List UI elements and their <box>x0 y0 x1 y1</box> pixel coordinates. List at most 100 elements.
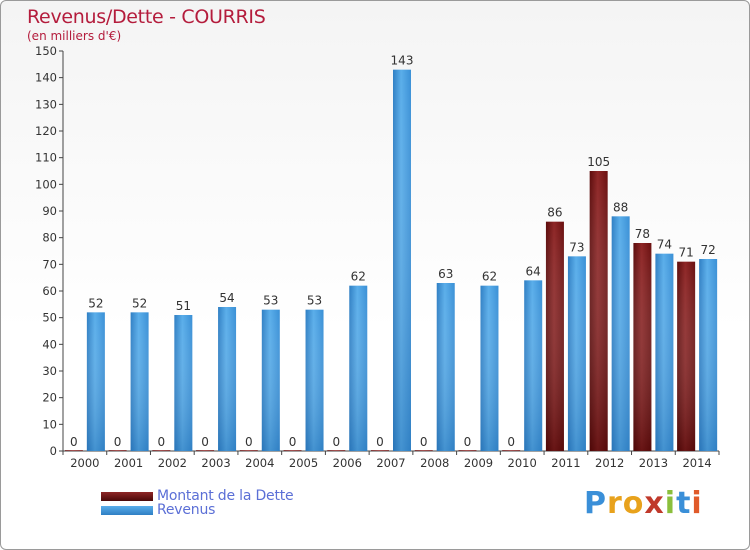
x-tick-label: 2003 <box>201 456 230 470</box>
legend-label-dette: Montant de la Dette <box>157 488 294 504</box>
bar-revenus-shade-2011 <box>567 256 586 451</box>
logo-letter: o <box>622 486 645 521</box>
bar-revenus-shade-2009 <box>480 285 499 451</box>
chart-title: Revenus/Dette - COURRIS <box>27 6 266 28</box>
bar-revenus-shade-2004 <box>261 309 280 451</box>
y-tick-label: 110 <box>35 151 57 165</box>
bar-revenus-shade-2001 <box>130 312 149 451</box>
data-labels: 0 52 0 52 0 51 0 54 0 53 0 53 0 62 0 143 0 63 0 62 0 64 86 73 10… <box>70 54 716 449</box>
bar-revenus-shade-2007 <box>393 69 411 452</box>
bar-dette-2008 <box>414 450 433 451</box>
bar-dette-shade-2014 <box>677 261 696 451</box>
data-label-revenus-2008: 63 <box>438 267 453 281</box>
bar-dette-2000 <box>64 450 83 451</box>
data-label-revenus-2002: 51 <box>176 299 191 313</box>
x-tick-label: 2000 <box>70 456 99 470</box>
data-label-revenus-2006: 62 <box>351 270 366 284</box>
bar-revenus-shade-2002 <box>174 315 193 451</box>
bar-revenus-shade-2005 <box>305 309 324 451</box>
logo-letter: t <box>676 486 692 521</box>
bar-revenus-shade-2003 <box>218 307 237 451</box>
data-label-dette-2001: 0 <box>114 435 122 449</box>
y-tick-label: 90 <box>42 204 57 218</box>
bar-dette-2007 <box>371 450 389 451</box>
y-tick-label: 30 <box>42 364 57 378</box>
y-tick-label: 0 <box>50 444 57 458</box>
data-label-dette-2010: 0 <box>507 435 515 449</box>
legend-item-dette: Montant de la Dette <box>101 488 294 504</box>
bar-revenus-shade-2008 <box>436 283 455 451</box>
logo-letter: r <box>607 486 623 521</box>
logo-letter: P <box>584 486 607 521</box>
data-label-dette-2004: 0 <box>245 435 253 449</box>
chart-subtitle: (en milliers d'€) <box>27 29 122 43</box>
bars <box>64 69 718 452</box>
legend-swatch-dette <box>101 491 153 501</box>
bar-dette-2002 <box>152 450 171 451</box>
x-tick-label: 2012 <box>595 456 624 470</box>
data-label-dette-2009: 0 <box>464 435 472 449</box>
x-tick-label: 2004 <box>245 456 274 470</box>
x-tick-label: 2014 <box>682 456 711 470</box>
y-tick-label: 80 <box>42 231 57 245</box>
data-label-dette-2006: 0 <box>332 435 340 449</box>
x-tick-label: 2010 <box>508 456 537 470</box>
data-label-dette-2008: 0 <box>420 435 428 449</box>
y-tick-label: 40 <box>42 337 57 351</box>
bar-dette-2006 <box>327 450 346 451</box>
legend-label-revenus: Revenus <box>157 502 216 518</box>
data-label-dette-2012: 105 <box>587 155 610 169</box>
data-label-revenus-2005: 53 <box>307 294 322 308</box>
bar-dette-2010 <box>502 450 521 451</box>
data-label-revenus-2010: 64 <box>526 264 541 278</box>
data-label-revenus-2004: 53 <box>263 294 278 308</box>
data-label-revenus-2007: 143 <box>391 54 414 68</box>
bar-dette-2005 <box>283 450 302 451</box>
data-label-dette-2000: 0 <box>70 435 78 449</box>
data-label-dette-2014: 71 <box>678 246 693 260</box>
x-tick-label: 2007 <box>376 456 405 470</box>
logo-letter: i <box>664 486 677 521</box>
bar-revenus-shade-2000 <box>86 312 105 451</box>
data-label-revenus-2013: 74 <box>657 238 672 252</box>
proxiti-logo: Proxiti <box>584 486 703 521</box>
data-label-revenus-2003: 54 <box>219 291 234 305</box>
bar-revenus-shade-2013 <box>655 253 674 451</box>
bar-dette-2003 <box>196 450 215 451</box>
y-tick-label: 120 <box>35 124 57 138</box>
bar-revenus-shade-2012 <box>611 216 630 451</box>
y-tick-label: 20 <box>42 391 57 405</box>
bar-dette-shade-2013 <box>633 243 652 451</box>
data-label-revenus-2014: 72 <box>700 243 715 257</box>
bar-dette-shade-2012 <box>589 171 608 451</box>
y-tick-label: 50 <box>42 311 57 325</box>
x-tick-label: 2006 <box>333 456 362 470</box>
y-tick-label: 70 <box>42 257 57 271</box>
logo-letter: i <box>691 486 703 521</box>
legend-item-revenus: Revenus <box>101 502 215 518</box>
y-tick-label: 60 <box>42 284 57 298</box>
data-label-dette-2007: 0 <box>376 435 384 449</box>
data-label-dette-2005: 0 <box>289 435 297 449</box>
x-tick-label: 2002 <box>158 456 187 470</box>
bar-dette-2001 <box>108 450 127 451</box>
bar-dette-2004 <box>239 450 258 451</box>
bar-revenus-shade-2010 <box>524 280 543 451</box>
y-tick-label: 150 <box>35 44 57 58</box>
axes: 0 10 20 30 40 50 60 70 80 90 100 110 120 130 140 150 200… <box>35 44 720 470</box>
x-tick-label: 2001 <box>114 456 143 470</box>
bar-dette-shade-2011 <box>545 221 564 451</box>
y-tick-label: 100 <box>35 177 57 191</box>
y-tick-label: 130 <box>35 97 57 111</box>
data-label-dette-2002: 0 <box>158 435 166 449</box>
bar-revenus-shade-2014 <box>699 259 718 451</box>
data-label-revenus-2001: 52 <box>132 296 147 310</box>
x-tick-label: 2013 <box>639 456 668 470</box>
bar-dette-2009 <box>458 450 477 451</box>
data-label-revenus-2000: 52 <box>88 296 103 310</box>
data-label-revenus-2012: 88 <box>613 200 628 214</box>
legend-swatch-revenus <box>101 505 153 515</box>
data-label-dette-2013: 78 <box>635 227 650 241</box>
